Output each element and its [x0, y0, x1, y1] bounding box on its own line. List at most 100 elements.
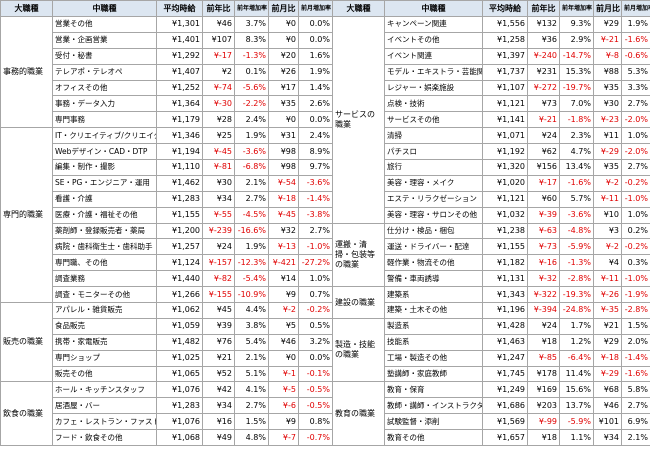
value-cell: ¥-5: [268, 381, 299, 399]
value-cell: ¥35: [268, 95, 299, 113]
table-row: テレアポ・テレオペ ¥1,407 ¥2 0.1% ¥26 1.9% モデル・エキストラ・芸能…: [1, 63, 650, 81]
value-cell: 4.1%: [234, 381, 269, 399]
value-cell: ¥21: [202, 349, 235, 367]
value-cell: 0.1%: [234, 63, 269, 81]
value-cell: ¥-82: [202, 270, 235, 288]
value-cell: 1.7%: [559, 317, 594, 335]
value-cell: ¥60: [527, 190, 560, 208]
value-cell: ¥1,025: [156, 349, 203, 367]
job-name: アパレル・雑貨販売: [52, 302, 157, 319]
column-header: 前月増加率: [621, 0, 650, 17]
value-cell: ¥-45: [268, 206, 299, 224]
table-row: 専門事務 ¥1,179 ¥28 2.4% ¥0 0.0% サービスその他 ¥1,141 ¥-21…: [1, 111, 650, 129]
value-cell: 3.2%: [298, 333, 333, 351]
value-cell: ¥1,196: [482, 302, 528, 319]
value-cell: ¥1,266: [156, 286, 203, 304]
value-cell: ¥25: [202, 127, 235, 145]
value-cell: -0.5%: [298, 381, 333, 399]
value-cell: ¥1,292: [156, 47, 203, 65]
value-cell: ¥1,364: [156, 95, 203, 113]
value-cell: ¥98: [268, 159, 299, 176]
value-cell: ¥1,155: [482, 238, 528, 256]
value-cell: ¥16: [202, 413, 235, 431]
value-cell: -4.5%: [234, 206, 269, 224]
category-cell: 運搬・清掃・包装等の職業: [332, 222, 385, 288]
value-cell: ¥-394: [527, 302, 560, 319]
value-cell: ¥156: [527, 159, 560, 176]
value-cell: ¥1,737: [482, 63, 528, 81]
job-name: レジャー・娯楽施設: [384, 79, 483, 97]
value-cell: 2.3%: [559, 127, 594, 145]
value-cell: 9.7%: [298, 159, 333, 176]
value-cell: 2.7%: [621, 95, 650, 113]
job-name: 技能系: [384, 333, 483, 351]
table-row: 受付・秘書 ¥1,292 ¥-17 -1.3% ¥20 1.6% イベント関連 ¥1,397 ¥…: [1, 47, 650, 65]
value-cell: -2.8%: [559, 270, 594, 288]
value-cell: ¥34: [593, 429, 622, 447]
value-cell: ¥231: [527, 63, 560, 81]
value-cell: -0.2%: [621, 238, 650, 256]
value-cell: ¥1,182: [482, 254, 528, 272]
table-row: 編集・制作・撮影 ¥1,110 ¥-81 -6.8% ¥98 9.7% 旅行 ¥1,320 ¥1…: [1, 159, 650, 176]
value-cell: 2.7%: [621, 397, 650, 415]
value-cell: 2.1%: [234, 174, 269, 192]
value-cell: ¥-2: [593, 174, 622, 192]
job-name: 製造系: [384, 317, 483, 335]
job-name: 工場・製造その他: [384, 349, 483, 367]
value-cell: ¥1,131: [482, 270, 528, 288]
value-cell: ¥1,301: [156, 16, 203, 33]
value-cell: ¥1,283: [156, 397, 203, 415]
value-cell: ¥-239: [202, 222, 235, 240]
value-cell: -27.2%: [298, 254, 333, 272]
value-cell: 7.0%: [559, 95, 594, 113]
job-name: 薬剤師・登録販売者・薬局: [52, 222, 157, 240]
value-cell: 8.9%: [298, 143, 333, 161]
job-name: 専門職、その他: [52, 254, 157, 272]
value-cell: ¥169: [527, 381, 560, 399]
value-cell: 0.2%: [621, 222, 650, 240]
job-name: 編集・制作・撮影: [52, 159, 157, 176]
value-cell: 2.7%: [234, 397, 269, 415]
job-name: 教育・保育: [384, 381, 483, 399]
value-cell: ¥1,401: [156, 31, 203, 49]
value-cell: 1.0%: [621, 127, 650, 145]
value-cell: -1.0%: [621, 270, 650, 288]
value-cell: ¥-11: [593, 270, 622, 288]
value-cell: ¥-6: [268, 397, 299, 415]
value-cell: 3.7%: [234, 16, 269, 33]
value-cell: -5.4%: [234, 270, 269, 288]
job-name: 居酒屋・バー: [52, 397, 157, 415]
value-cell: 0.3%: [621, 254, 650, 272]
table-row: 携帯・家電販売 ¥1,482 ¥76 5.4% ¥46 3.2% 技能系 ¥1,463 ¥18 1…: [1, 333, 650, 351]
job-name: 試験監督・添削: [384, 413, 483, 431]
value-cell: ¥1,686: [482, 397, 528, 415]
value-cell: -6.4%: [559, 349, 594, 367]
column-header: 前年比: [202, 0, 235, 17]
value-cell: ¥1,071: [482, 127, 528, 145]
category-cell: 製造・技能の職業: [332, 317, 385, 383]
value-cell: ¥1,065: [156, 365, 203, 383]
job-name: 運送・ドライバー・配達: [384, 238, 483, 256]
job-name: 建築・土木その他: [384, 302, 483, 319]
job-name: 旅行: [384, 159, 483, 176]
value-cell: ¥46: [202, 16, 235, 33]
value-cell: -1.4%: [621, 349, 650, 367]
value-cell: ¥132: [527, 16, 560, 33]
table-row: 調査・モニターその他 ¥1,266 ¥-155 -10.9% ¥9 0.7% 建設の職業 建築…: [1, 286, 650, 319]
value-cell: 15.3%: [559, 63, 594, 81]
category-cell: 飲食の職業: [0, 381, 53, 447]
value-cell: ¥24: [527, 127, 560, 145]
value-cell: ¥-272: [527, 79, 560, 97]
category-cell: 教育の職業: [332, 381, 385, 447]
value-cell: 2.7%: [298, 222, 333, 240]
value-cell: ¥1,121: [482, 190, 528, 208]
value-cell: -2.0%: [621, 111, 650, 129]
value-cell: ¥1,020: [482, 174, 528, 192]
value-cell: ¥-81: [202, 159, 235, 176]
value-cell: 4.4%: [234, 302, 269, 319]
value-cell: ¥28: [202, 111, 235, 129]
value-cell: ¥17: [268, 79, 299, 97]
value-cell: ¥1,110: [156, 159, 203, 176]
value-cell: ¥30: [593, 95, 622, 113]
value-cell: ¥1,397: [482, 47, 528, 65]
